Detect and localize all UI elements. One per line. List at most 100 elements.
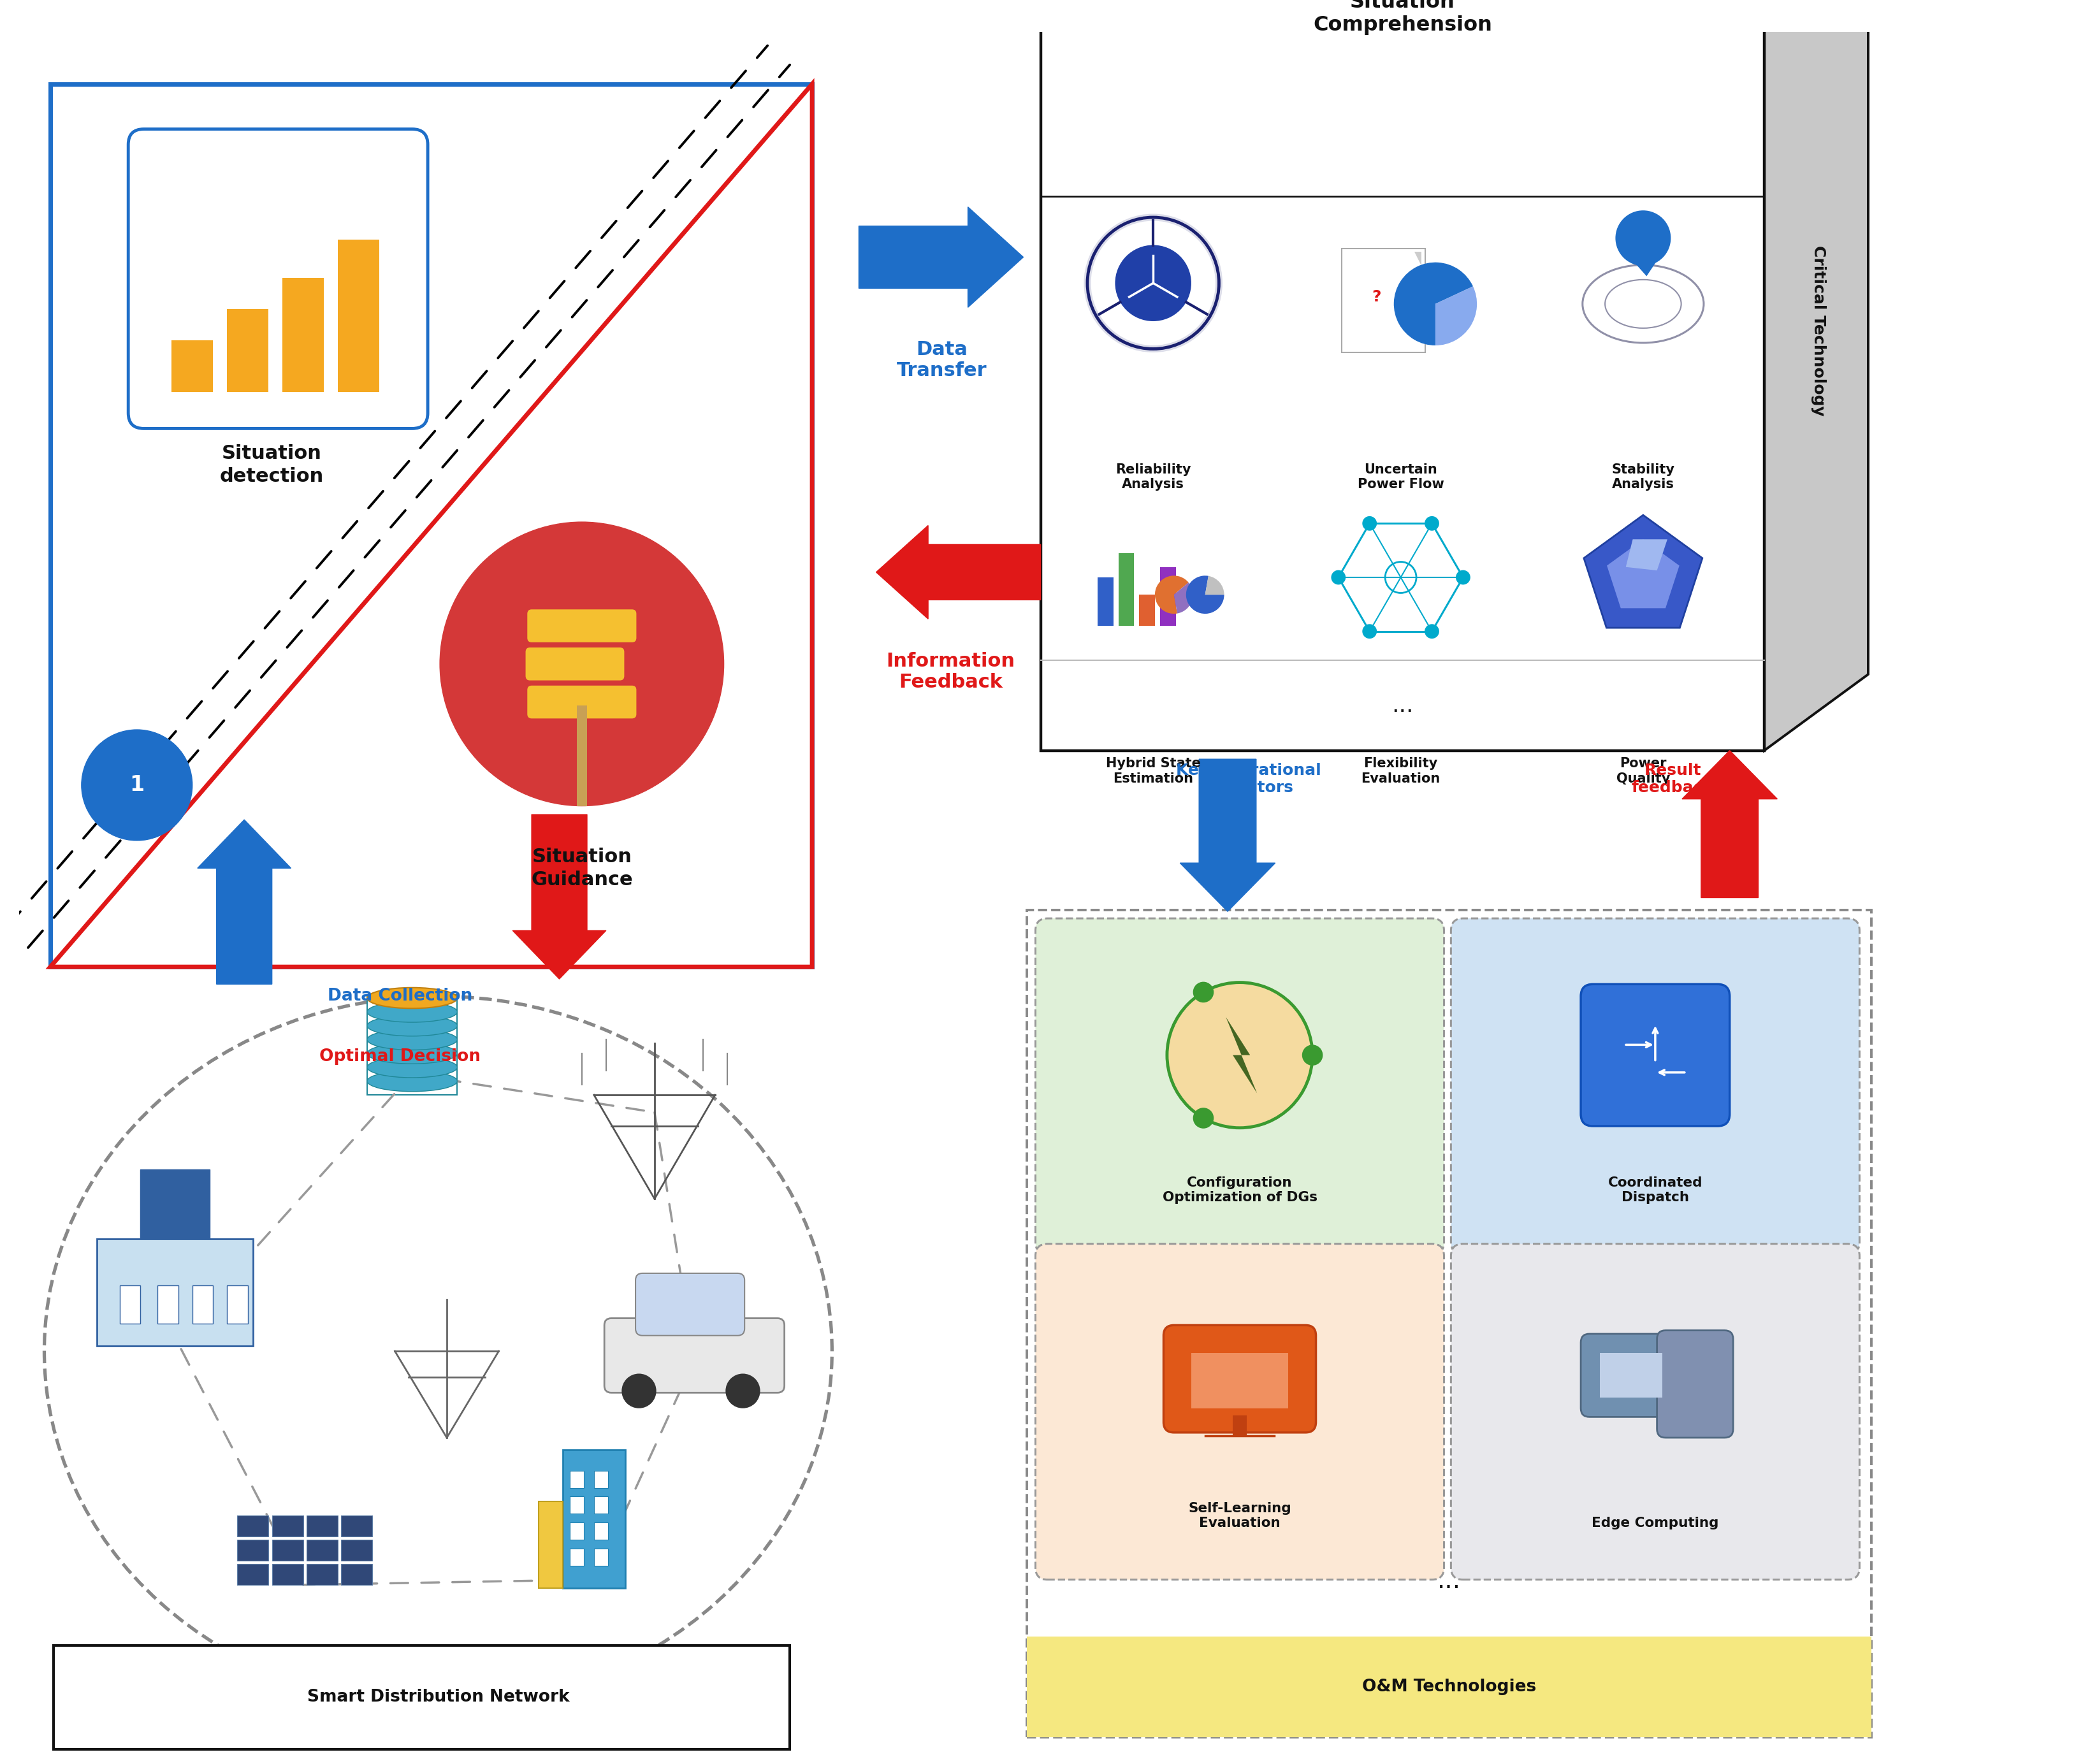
Bar (306, 1565, 337, 1584)
Bar (342, 1515, 373, 1536)
FancyBboxPatch shape (635, 1274, 744, 1335)
Bar (237, 1565, 269, 1584)
Bar (273, 1540, 304, 1561)
Bar (1160, 566, 1175, 626)
Text: Smart Distribution Network: Smart Distribution Network (306, 1690, 569, 1706)
FancyBboxPatch shape (1027, 910, 1873, 1738)
FancyBboxPatch shape (1164, 1325, 1316, 1432)
Circle shape (1194, 1108, 1214, 1129)
FancyArrow shape (1179, 759, 1275, 912)
FancyArrow shape (858, 206, 1023, 307)
FancyArrow shape (1683, 750, 1777, 898)
Ellipse shape (367, 1028, 456, 1050)
Bar (273, 1565, 304, 1584)
FancyBboxPatch shape (50, 85, 812, 967)
Text: Edge Computing: Edge Computing (1591, 1517, 1718, 1529)
Circle shape (1194, 983, 1214, 1002)
Circle shape (1456, 570, 1471, 584)
Polygon shape (1414, 252, 1421, 266)
FancyBboxPatch shape (527, 686, 637, 718)
Text: Data Collection: Data Collection (327, 988, 473, 1004)
Ellipse shape (367, 1002, 456, 1023)
Bar (571, 1522, 583, 1540)
Bar (577, 706, 587, 806)
Circle shape (440, 522, 723, 806)
FancyBboxPatch shape (98, 1238, 252, 1346)
Bar (571, 1471, 583, 1487)
Text: Reliability
Analysis: Reliability Analysis (1114, 464, 1191, 490)
Polygon shape (1764, 0, 1868, 750)
Wedge shape (1175, 582, 1194, 614)
Text: Uncertain
Power Flow: Uncertain Power Flow (1358, 464, 1444, 490)
FancyArrow shape (512, 815, 606, 979)
Bar (594, 1471, 608, 1487)
Text: Situation
Comprehension: Situation Comprehension (1312, 0, 1491, 35)
Text: Power
Quality: Power Quality (1616, 757, 1671, 785)
Polygon shape (1627, 540, 1666, 570)
FancyArrow shape (877, 526, 1042, 619)
Circle shape (1302, 1044, 1323, 1065)
Bar (571, 1549, 583, 1566)
Text: Information
Feedback: Information Feedback (885, 653, 1014, 691)
Text: Critical Technology: Critical Technology (1810, 245, 1827, 416)
Bar (158, 1286, 179, 1323)
FancyBboxPatch shape (1452, 1244, 1860, 1579)
FancyBboxPatch shape (1035, 1244, 1444, 1579)
Bar (273, 1515, 304, 1536)
FancyBboxPatch shape (1035, 919, 1444, 1254)
Ellipse shape (367, 988, 456, 1009)
FancyBboxPatch shape (1042, 0, 1764, 750)
Bar (171, 340, 212, 392)
Circle shape (1362, 624, 1377, 639)
Bar (594, 1522, 608, 1540)
Bar (337, 240, 379, 392)
FancyBboxPatch shape (539, 1501, 562, 1588)
Text: Hybrid State
Estimation: Hybrid State Estimation (1106, 757, 1200, 785)
Circle shape (1114, 245, 1191, 321)
Bar (237, 1540, 269, 1561)
FancyBboxPatch shape (129, 129, 427, 429)
Bar (227, 309, 269, 392)
Text: ...: ... (1391, 695, 1414, 716)
Polygon shape (1583, 515, 1702, 628)
Text: O&M Technologies: O&M Technologies (1362, 1679, 1537, 1695)
Bar (342, 1540, 373, 1561)
Polygon shape (1618, 245, 1666, 277)
Circle shape (1166, 983, 1312, 1127)
Bar (306, 1515, 337, 1536)
Ellipse shape (367, 1057, 456, 1078)
Bar (1098, 577, 1112, 626)
FancyBboxPatch shape (1581, 1334, 1681, 1416)
Circle shape (1425, 517, 1439, 531)
Bar (594, 1549, 608, 1566)
Text: Stability
Analysis: Stability Analysis (1612, 464, 1675, 490)
FancyBboxPatch shape (1027, 1637, 1873, 1738)
Bar (571, 1496, 583, 1514)
Circle shape (1616, 210, 1671, 266)
Polygon shape (1227, 1018, 1256, 1094)
Bar (594, 1496, 608, 1514)
Text: Situation
detection: Situation detection (221, 445, 325, 485)
Circle shape (1362, 517, 1377, 531)
FancyArrow shape (198, 820, 292, 984)
Bar (367, 995, 456, 1095)
Ellipse shape (367, 1071, 456, 1092)
Circle shape (81, 730, 192, 840)
Ellipse shape (367, 1016, 456, 1035)
Wedge shape (1435, 286, 1477, 346)
FancyBboxPatch shape (1600, 1353, 1662, 1397)
FancyBboxPatch shape (562, 1450, 625, 1588)
Circle shape (1331, 570, 1346, 584)
Bar (192, 1286, 212, 1323)
Text: Key Operational
Indicators: Key Operational Indicators (1175, 762, 1321, 796)
Text: 1: 1 (129, 774, 144, 796)
Circle shape (1425, 624, 1439, 639)
Text: Flexibility
Evaluation: Flexibility Evaluation (1360, 757, 1439, 785)
Text: Coordinated
Dispatch: Coordinated Dispatch (1608, 1177, 1702, 1205)
FancyBboxPatch shape (604, 1318, 785, 1394)
FancyBboxPatch shape (54, 1646, 789, 1750)
Text: ?: ? (1373, 289, 1381, 305)
Text: Optimal Decision: Optimal Decision (319, 1048, 481, 1065)
FancyBboxPatch shape (1341, 249, 1425, 353)
Polygon shape (1606, 540, 1679, 609)
